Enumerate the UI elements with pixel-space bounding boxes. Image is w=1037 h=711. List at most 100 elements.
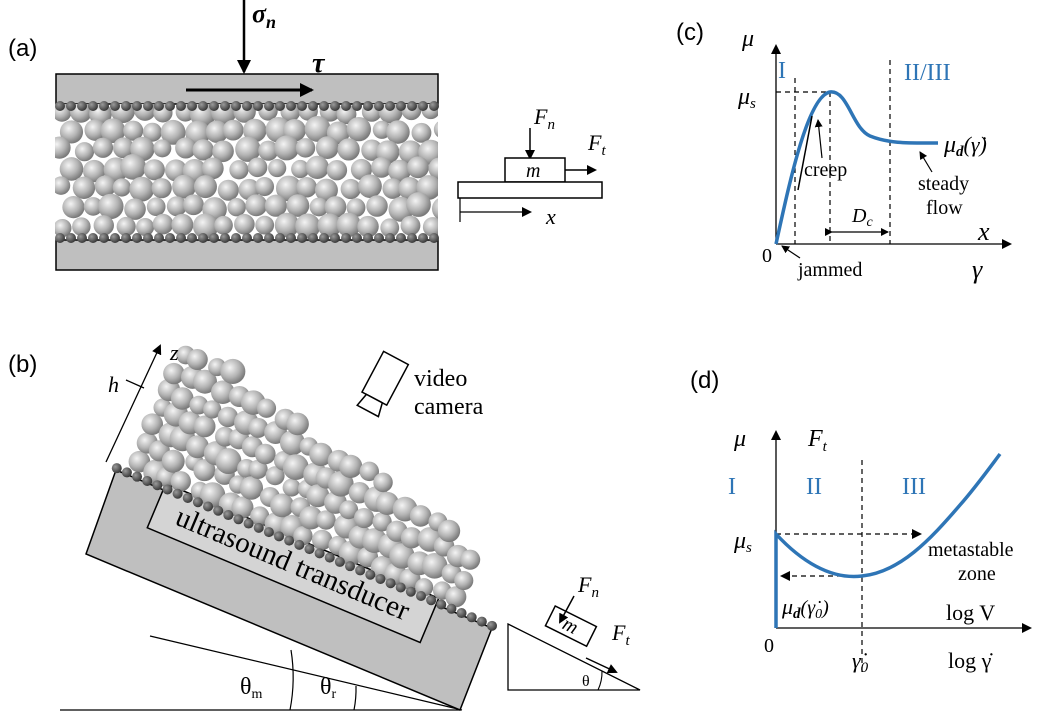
grain [123, 120, 144, 141]
grain [336, 104, 357, 125]
bead [286, 101, 296, 111]
grain [315, 136, 339, 160]
bead [363, 233, 373, 243]
grain [212, 140, 234, 163]
d-mu-d-arg-close: ) [821, 597, 829, 619]
grain [373, 472, 393, 493]
grain [243, 118, 267, 143]
grain [160, 119, 186, 145]
bead-rows [55, 101, 439, 243]
bead [352, 101, 362, 111]
bead [162, 484, 173, 495]
grain [317, 213, 342, 238]
grain [205, 120, 229, 143]
d-mu-d-sub: d [793, 606, 801, 622]
svg-text:Ft: Ft [611, 620, 630, 649]
bottom-plate [55, 239, 439, 271]
grain [409, 505, 432, 527]
bead [374, 233, 384, 243]
c-mu-d-sub: d [956, 144, 964, 160]
bead [213, 505, 224, 516]
bead [132, 233, 142, 243]
grain [136, 217, 155, 237]
bead [286, 233, 296, 243]
ft-b-sub: t [625, 633, 630, 649]
grain [309, 442, 333, 467]
camera-label-line2: camera [414, 394, 484, 420]
d-mu-s-symbol: μ [733, 528, 746, 554]
grain [151, 178, 172, 199]
grain [250, 506, 270, 526]
grain [258, 140, 279, 161]
d-gamma0-sub: 0 [861, 660, 869, 676]
video-camera-icon [356, 350, 410, 418]
bead [198, 101, 208, 111]
grain [142, 122, 162, 142]
bead [456, 608, 467, 619]
bead [314, 548, 325, 559]
c-x-label: x [977, 217, 990, 246]
bead [274, 531, 285, 542]
grain [255, 215, 275, 235]
tau-label: τ [312, 48, 326, 79]
fn-arrow-b [559, 595, 575, 624]
bead [253, 101, 263, 111]
grain [282, 478, 301, 497]
h-label: h [108, 372, 119, 397]
d-mu-d-arg-sub: 0 [815, 607, 822, 622]
bead [253, 522, 264, 533]
svg-text:Fn: Fn [533, 104, 555, 133]
h-tick [125, 379, 145, 389]
sigma-n-symbol: σ [252, 0, 267, 28]
grain [203, 400, 222, 419]
grain [170, 387, 194, 410]
c-region-1: I [778, 58, 786, 84]
ft-label: F [587, 130, 602, 155]
panel-d-label: (d) [690, 367, 719, 394]
grain [234, 213, 255, 235]
grain [129, 176, 155, 202]
z-axis [105, 344, 162, 463]
block-analogy-b: θ m Fn Ft [507, 572, 641, 691]
grain [400, 215, 421, 236]
grain [274, 135, 300, 161]
grain [286, 412, 309, 436]
grain [282, 454, 309, 481]
grain [94, 175, 117, 197]
grain [183, 194, 204, 216]
ft-arrow-b [585, 657, 618, 674]
grain [112, 178, 131, 197]
bead [385, 578, 396, 589]
grain [340, 178, 361, 200]
grain [291, 159, 310, 179]
grain [59, 157, 84, 181]
camera-label-line1: video [414, 366, 467, 392]
grain [407, 156, 429, 179]
base-plate [457, 181, 603, 199]
bead [121, 101, 131, 111]
bead [121, 233, 131, 243]
svg-text:Ft: Ft [807, 426, 828, 455]
grain [120, 153, 147, 180]
c-jammed-arrow [781, 245, 801, 259]
bead [220, 233, 230, 243]
d-friction-curve [774, 452, 1002, 628]
grain [170, 471, 191, 492]
grain [248, 417, 269, 438]
bead [55, 101, 65, 111]
grain [217, 406, 239, 428]
bead [385, 233, 395, 243]
bead [308, 233, 318, 243]
bead [55, 233, 65, 243]
bead [304, 544, 315, 555]
d-region-1: I [728, 474, 736, 500]
bead [407, 101, 417, 111]
grain [215, 448, 242, 475]
bead [486, 620, 497, 631]
bead [264, 101, 274, 111]
block-analogy-a: Fn m Ft x [457, 104, 606, 229]
bead [223, 510, 234, 521]
grain [400, 527, 423, 549]
bead [275, 101, 285, 111]
